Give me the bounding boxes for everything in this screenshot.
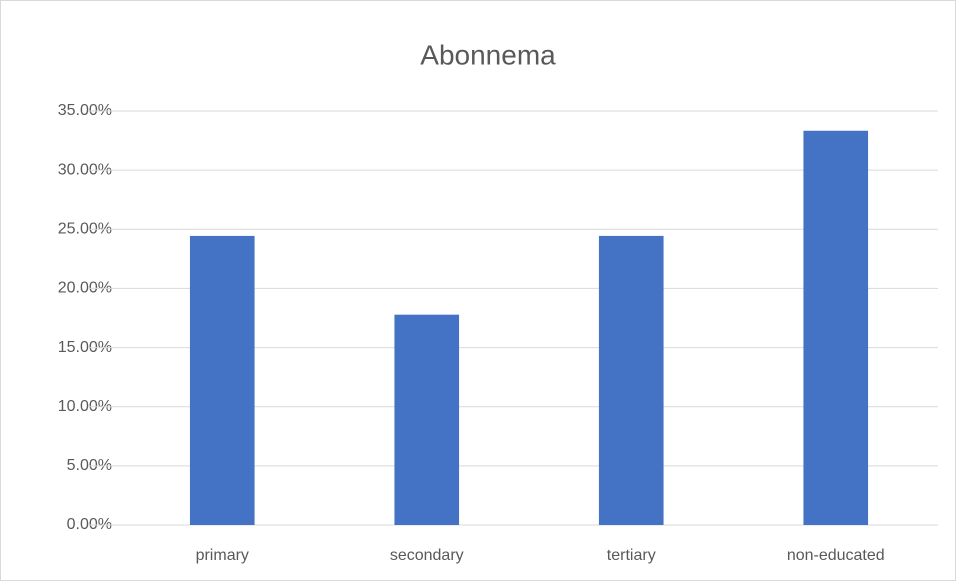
x-tick-label: secondary	[390, 547, 464, 564]
y-tick-label: 20.00%	[58, 280, 112, 297]
y-tick-label: 35.00%	[58, 102, 112, 119]
x-tick-label: primary	[196, 547, 249, 564]
bar	[394, 314, 460, 525]
y-tick-label: 15.00%	[58, 339, 112, 356]
y-tick-label: 25.00%	[58, 221, 112, 238]
bar	[803, 130, 869, 525]
bar	[598, 235, 664, 525]
y-tick-label: 30.00%	[58, 161, 112, 178]
x-tick-label: non-educated	[787, 547, 885, 564]
y-tick-label: 10.00%	[58, 398, 112, 415]
chart-title: Abonnema	[420, 39, 556, 70]
bar	[189, 235, 255, 525]
x-tick-label: tertiary	[607, 547, 656, 564]
